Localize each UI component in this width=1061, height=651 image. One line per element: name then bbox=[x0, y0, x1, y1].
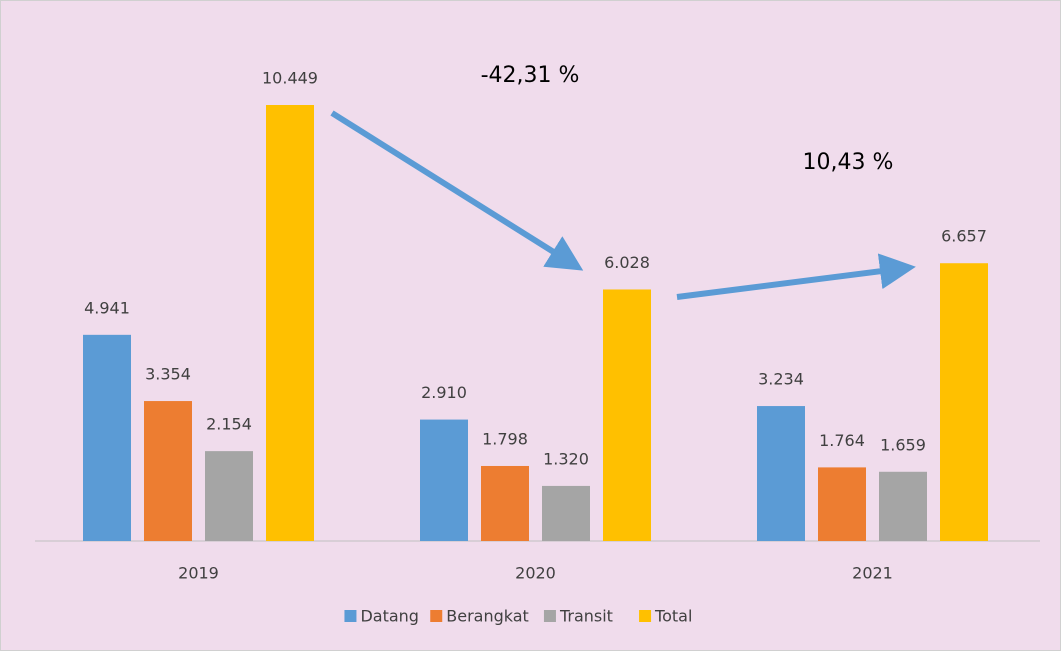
legend-label: Datang bbox=[360, 607, 419, 626]
x-tick-label: 2019 bbox=[178, 564, 219, 583]
bar bbox=[83, 334, 131, 541]
legend-label: Total bbox=[654, 607, 692, 626]
data-label: 1.659 bbox=[880, 435, 926, 454]
data-label: 1.798 bbox=[482, 429, 528, 448]
bar bbox=[266, 105, 314, 541]
data-label: 10.449 bbox=[262, 69, 318, 88]
annotation: 10,43 % bbox=[803, 150, 894, 175]
legend-swatch bbox=[344, 610, 357, 622]
trend-arrow bbox=[330, 110, 584, 271]
x-tick-label: 2021 bbox=[852, 564, 893, 583]
trend-arrow bbox=[676, 253, 916, 300]
bar bbox=[144, 401, 192, 541]
data-label: 2.910 bbox=[421, 383, 467, 402]
annotation: -42,31 % bbox=[481, 63, 580, 88]
data-label: 6.028 bbox=[604, 253, 650, 272]
x-tick-label: 2020 bbox=[515, 564, 556, 583]
bar bbox=[205, 451, 253, 541]
bar bbox=[879, 471, 927, 541]
data-label: 2.154 bbox=[206, 415, 252, 434]
data-label: 6.657 bbox=[941, 227, 987, 246]
bar bbox=[481, 465, 529, 541]
data-label: 1.320 bbox=[543, 449, 589, 468]
legend-label: Transit bbox=[559, 607, 613, 626]
legend-swatch bbox=[543, 610, 556, 622]
bar bbox=[818, 467, 866, 541]
data-label: 1.764 bbox=[819, 431, 865, 450]
legend-label: Berangkat bbox=[446, 607, 529, 626]
bar bbox=[603, 289, 651, 541]
data-label: 3.354 bbox=[145, 365, 191, 384]
legend-swatch bbox=[639, 610, 652, 622]
bar bbox=[542, 485, 590, 541]
legend-swatch bbox=[430, 610, 443, 622]
data-label: 3.234 bbox=[758, 370, 804, 389]
bar bbox=[757, 406, 805, 541]
data-label: 4.941 bbox=[84, 298, 130, 317]
bar bbox=[420, 419, 468, 541]
bar bbox=[940, 263, 988, 541]
